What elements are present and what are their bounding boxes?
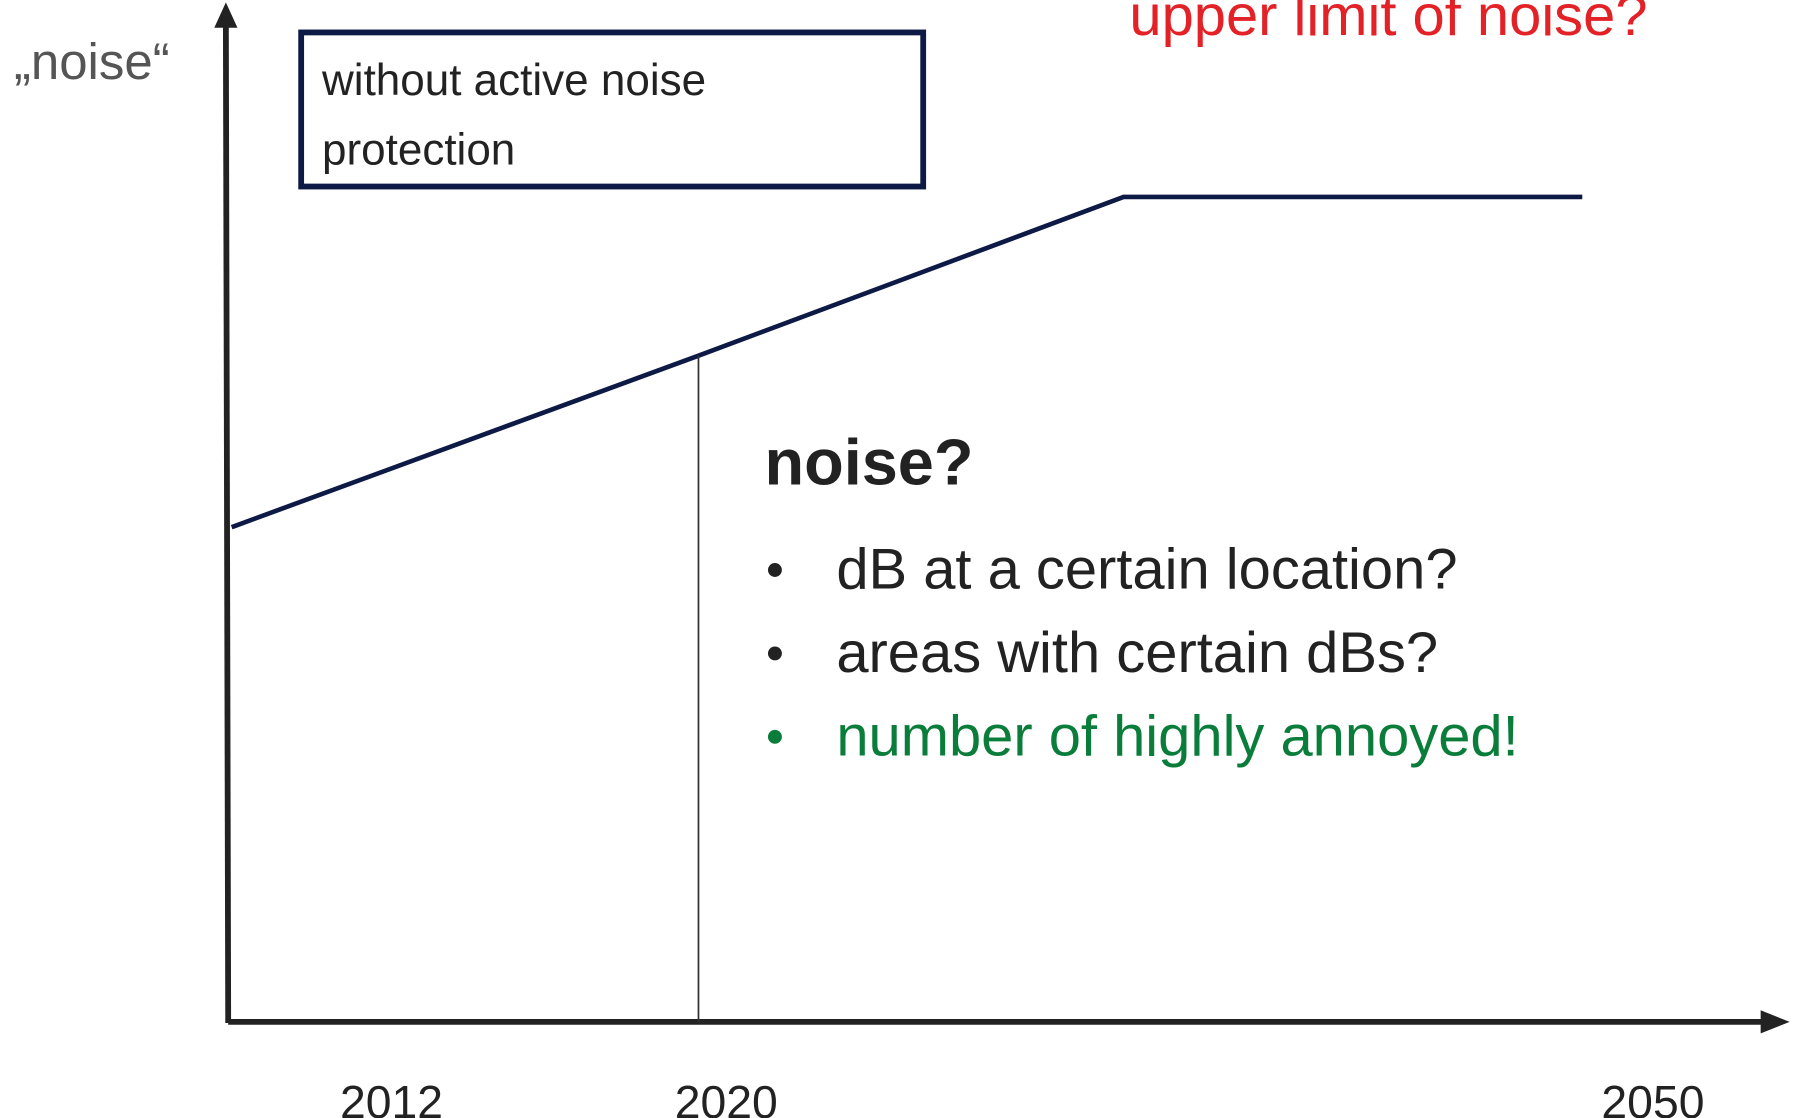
legend-box [298,29,927,190]
bullet-text: dB at a certain location? [836,538,1457,602]
noise-line [230,194,1583,530]
y-axis [222,25,232,1024]
x-label: 2012 [340,1076,443,1118]
x-axis-arrow [1760,1010,1790,1034]
y-axis-label: „noise“ [14,33,170,90]
bullet-text: number of highly annoyed! [836,704,1518,768]
bullet-dot [767,646,782,661]
x-label: 2020 [675,1076,778,1118]
bullet-list: dB at a certain location? areas with cert… [767,538,1519,768]
top-note: upper limit of noise? [1129,0,1647,48]
bullet-dot [767,729,782,744]
y-axis-arrow [214,2,238,28]
bullet-dot [767,563,782,577]
heading: noise? [765,425,974,498]
box-text: protection [322,126,515,175]
bullet-text: areas with certain dBs? [836,621,1438,685]
x-label: 2050 [1601,1076,1704,1118]
box-text: without active noise [321,56,706,105]
